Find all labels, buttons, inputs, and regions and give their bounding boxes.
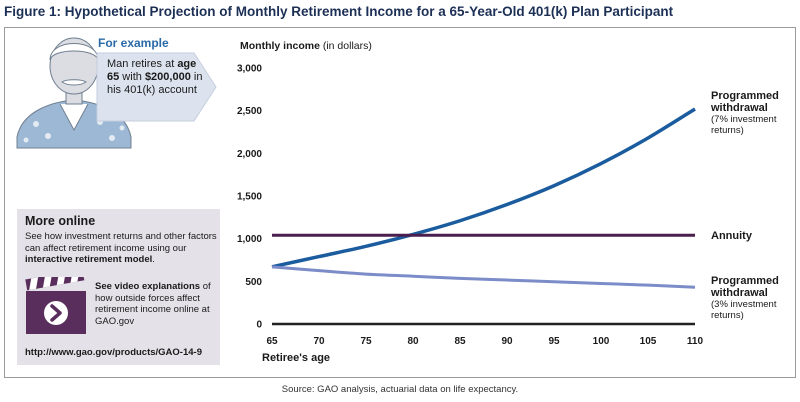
y-axis-label: Monthly income (in dollars) bbox=[240, 40, 372, 52]
series-line-programmed-7 bbox=[271, 107, 696, 269]
y-tick-label: 2,000 bbox=[237, 149, 262, 160]
example-text: Man retires at age 65 with $200,000 in h… bbox=[107, 58, 203, 96]
play-icon[interactable] bbox=[44, 301, 68, 325]
y-tick-label: 1,500 bbox=[237, 192, 262, 203]
x-tick-label: 80 bbox=[407, 336, 419, 347]
y-tick-label: 0 bbox=[256, 320, 262, 331]
x-axis-label: Retiree's age bbox=[262, 352, 331, 364]
more-online-text: See how investment returns and other fac… bbox=[25, 231, 217, 265]
x-tick-label: 65 bbox=[266, 336, 278, 347]
figure-frame bbox=[4, 27, 796, 378]
figure-title: Figure 1: Hypothetical Projection of Mon… bbox=[4, 4, 674, 19]
example-label: For example bbox=[98, 36, 169, 50]
x-tick-label: 70 bbox=[313, 336, 325, 347]
x-tick-label: 110 bbox=[687, 336, 704, 347]
y-tick-label: 1,000 bbox=[237, 234, 262, 245]
x-tick-label: 75 bbox=[360, 336, 372, 347]
y-tick-label: 2,500 bbox=[237, 106, 262, 117]
y-tick-label: 3,000 bbox=[237, 64, 262, 75]
more-online-box: More online See how investment returns a… bbox=[17, 209, 220, 365]
x-tick-label: 100 bbox=[593, 336, 610, 347]
x-tick-label: 95 bbox=[548, 336, 560, 347]
x-tick-label: 90 bbox=[501, 336, 513, 347]
y-tick-label: 500 bbox=[245, 277, 262, 288]
video-text: See video explanations of how outside fo… bbox=[95, 281, 211, 327]
x-tick-label: 105 bbox=[640, 336, 657, 347]
annotation-programmed-7: Programmed withdrawal (7% investment ret… bbox=[711, 90, 779, 136]
source-note: Source: GAO analysis, actuarial data on … bbox=[281, 384, 519, 395]
speech-bubble bbox=[96, 52, 217, 122]
annotation-programmed-3: Programmed withdrawal (3% investment ret… bbox=[711, 275, 779, 321]
gao-url-link[interactable]: http://www.gao.gov/products/GAO-14-9 bbox=[25, 347, 202, 358]
video-clapper-icon[interactable] bbox=[25, 277, 87, 335]
more-online-title: More online bbox=[25, 214, 96, 228]
interactive-model-link[interactable]: interactive retirement model bbox=[25, 254, 153, 265]
annotation-annuity: Annuity bbox=[711, 230, 752, 242]
x-tick-label: 85 bbox=[454, 336, 466, 347]
series-line-programmed-3 bbox=[271, 265, 696, 289]
